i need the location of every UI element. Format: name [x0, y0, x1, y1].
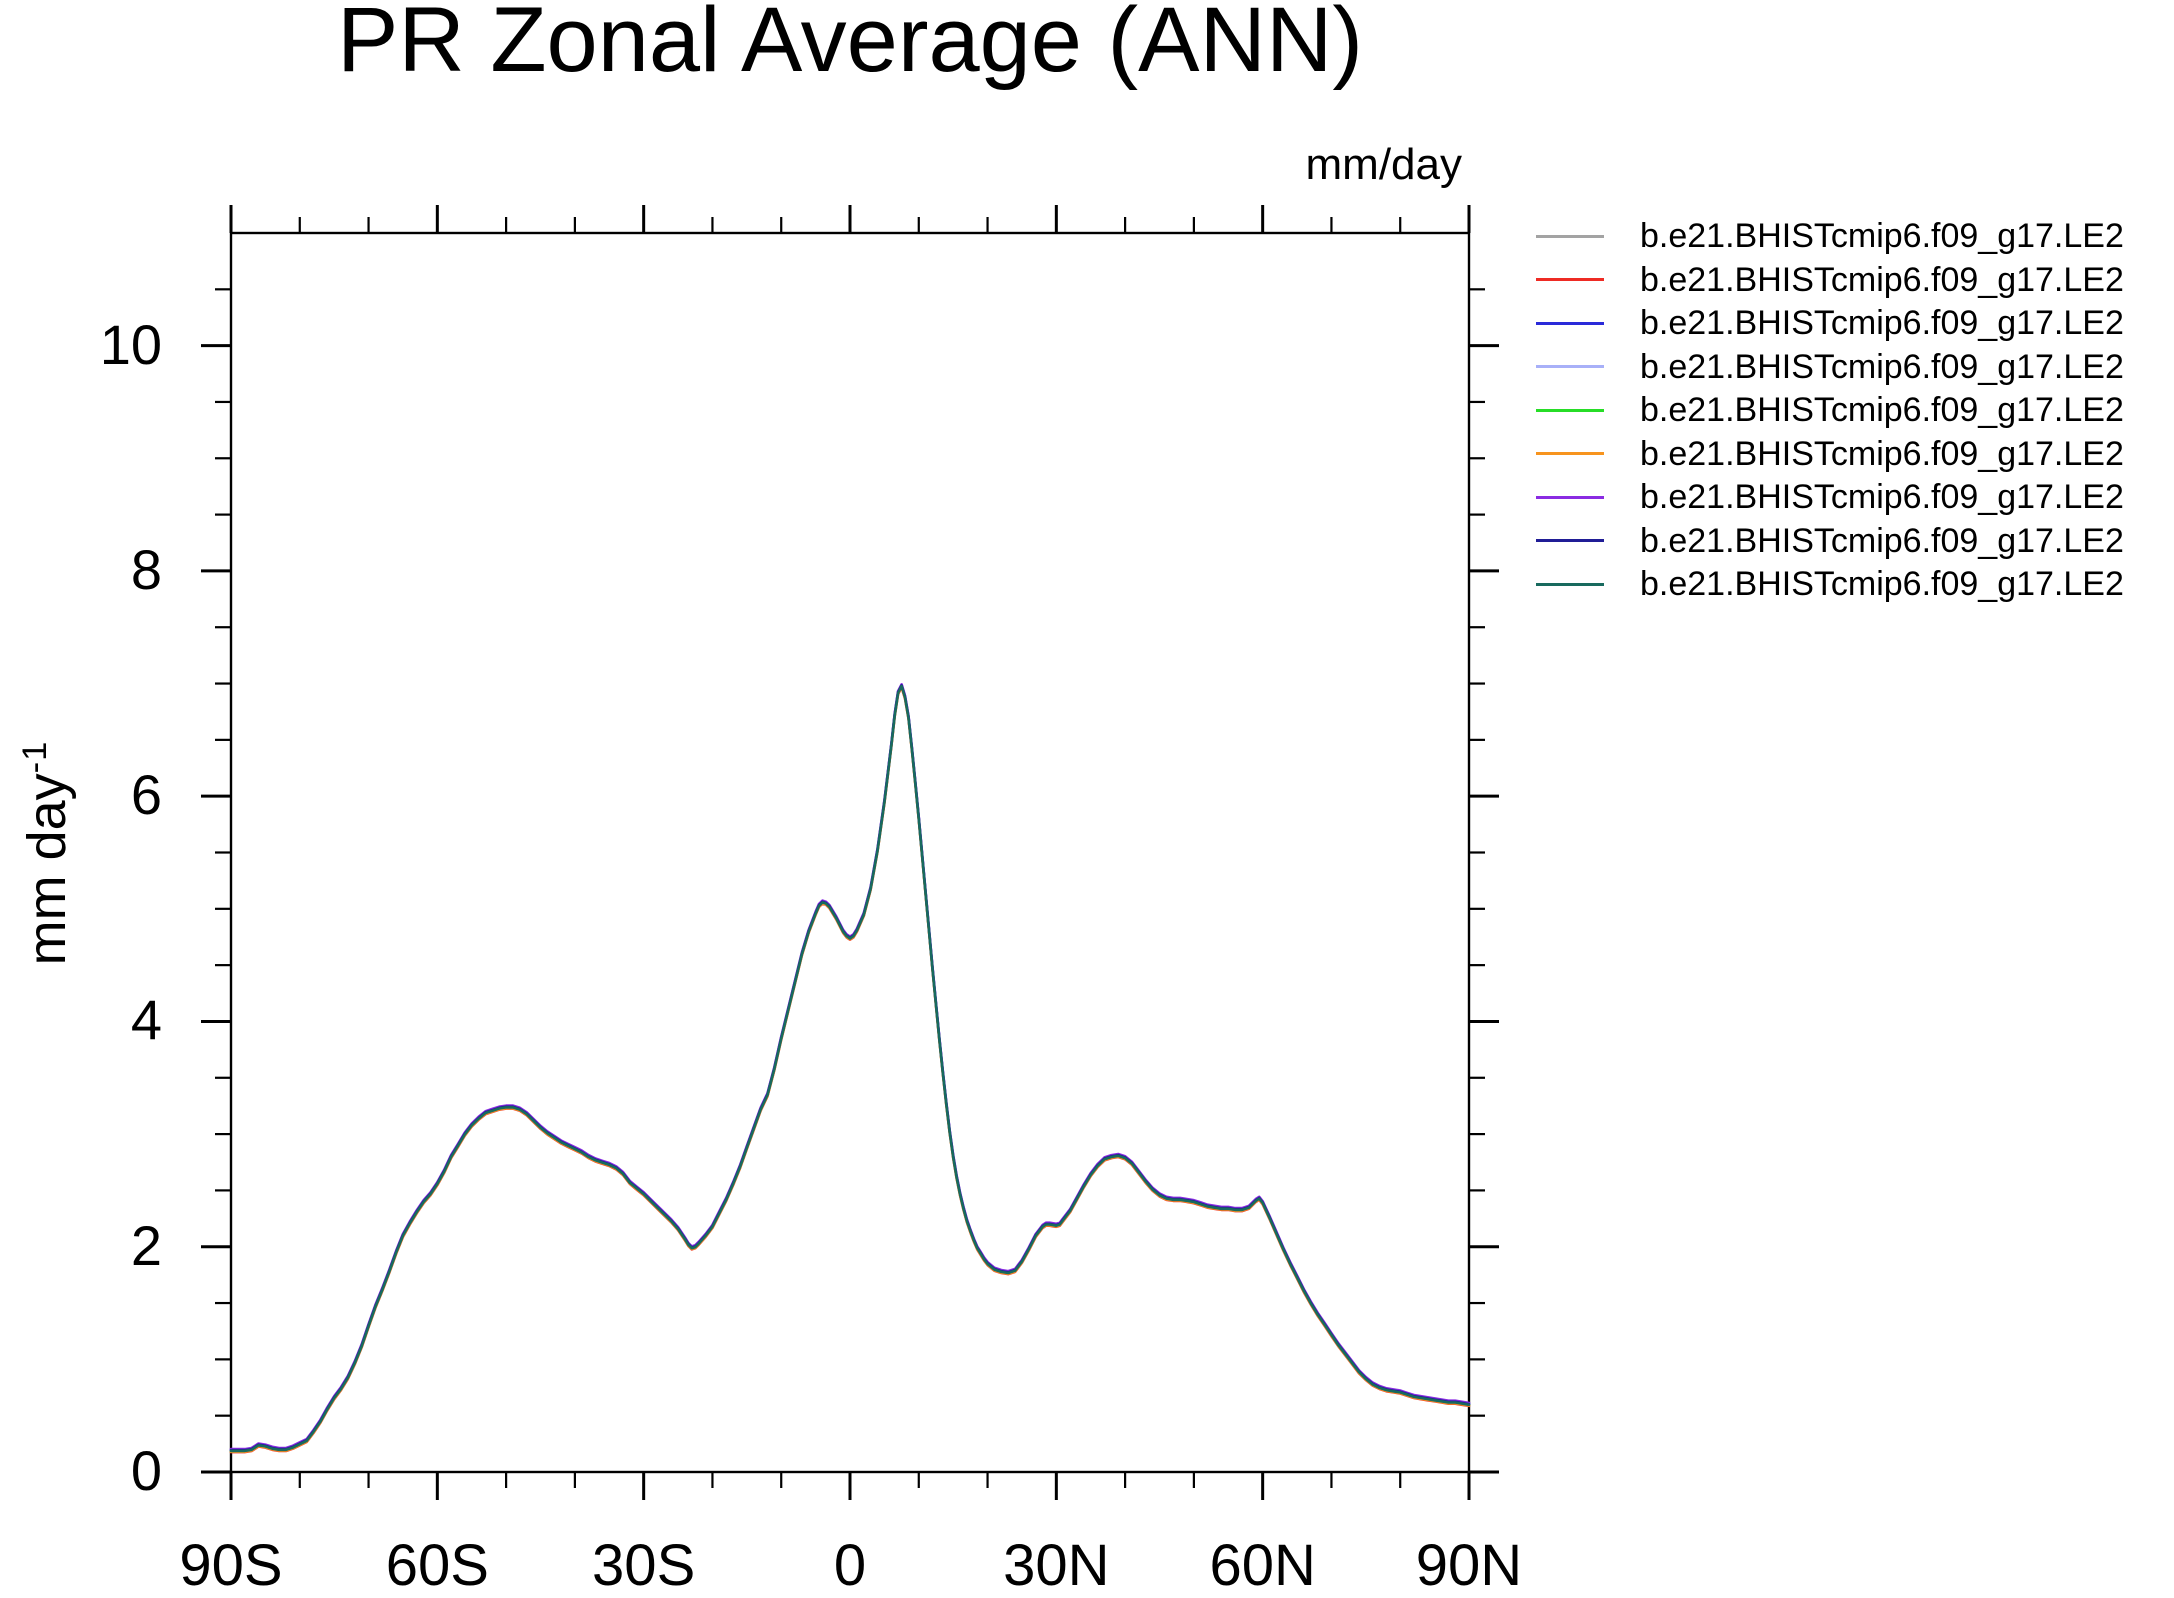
ensemble-member-curve	[229, 686, 1471, 1454]
y-tick-label-10: 10	[99, 312, 162, 376]
x-tick-label-90S: 90S	[179, 1533, 283, 1598]
legend-item: b.e21.BHISTcmip6.f09_g17.LE2	[1536, 262, 2124, 298]
legend-line-sample-icon	[1536, 234, 1604, 238]
y-tick-label-0: 0	[130, 1438, 162, 1502]
chart-title: PR Zonal Average (ANN)	[336, 0, 1364, 91]
legend-item: b.e21.BHISTcmip6.f09_g17.LE2	[1536, 349, 2124, 385]
legend-line-sample-icon	[1536, 321, 1604, 325]
y-tick-label-2: 2	[130, 1213, 162, 1277]
ensemble-member-curve	[229, 685, 1471, 1453]
legend-label: b.e21.BHISTcmip6.f09_g17.LE2	[1640, 434, 2124, 473]
ensemble-member-curve	[229, 683, 1471, 1451]
ensemble-member-curve	[229, 683, 1471, 1451]
legend-item: b.e21.BHISTcmip6.f09_g17.LE2	[1536, 566, 2124, 602]
legend-line-sample-icon	[1536, 408, 1604, 412]
legend-label: b.e21.BHISTcmip6.f09_g17.LE2	[1640, 478, 2124, 516]
legend-label: b.e21.BHISTcmip6.f09_g17.LE2	[1640, 304, 2124, 342]
legend-line-sample-icon	[1536, 278, 1604, 281]
legend-line-sample-icon	[1536, 365, 1604, 368]
x-tick-label-30N: 30N	[1003, 1533, 1110, 1598]
x-tick-label-30S: 30S	[592, 1533, 696, 1598]
legend-line-sample-icon	[1536, 582, 1604, 586]
legend-item: b.e21.BHISTcmip6.f09_g17.LE2	[1536, 479, 2124, 515]
legend-label: b.e21.BHISTcmip6.f09_g17.LE2	[1640, 565, 2124, 603]
units-label: mm/day	[1305, 140, 1462, 189]
legend-label: b.e21.BHISTcmip6.f09_g17.LE2	[1640, 347, 2124, 386]
legend-item: b.e21.BHISTcmip6.f09_g17.LE2	[1536, 305, 2124, 341]
x-tick-label-60N: 60N	[1209, 1533, 1316, 1598]
legend-label: b.e21.BHISTcmip6.f09_g17.LE2	[1640, 391, 2124, 429]
legend-item: b.e21.BHISTcmip6.f09_g17.LE2	[1536, 218, 2124, 254]
x-tick-label-0: 0	[833, 1533, 867, 1598]
legend-label: b.e21.BHISTcmip6.f09_g17.LE2	[1640, 217, 2124, 255]
ensemble-member-curve	[229, 684, 1471, 1452]
legend-line-sample-icon	[1536, 495, 1604, 499]
legend-label: b.e21.BHISTcmip6.f09_g17.LE2	[1640, 260, 2124, 299]
legend-item: b.e21.BHISTcmip6.f09_g17.LE2	[1536, 392, 2124, 428]
legend-item: b.e21.BHISTcmip6.f09_g17.LE2	[1536, 436, 2124, 472]
y-tick-label-8: 8	[130, 537, 162, 601]
legend-line-sample-icon	[1536, 452, 1604, 455]
legend-line-sample-icon	[1536, 539, 1604, 542]
ensemble-member-curve	[229, 683, 1471, 1452]
legend-label: b.e21.BHISTcmip6.f09_g17.LE2	[1640, 521, 2124, 560]
ensemble-member-curve	[229, 684, 1471, 1452]
ensemble-member-curve	[229, 684, 1471, 1453]
y-tick-label-4: 4	[130, 988, 162, 1052]
legend-item: b.e21.BHISTcmip6.f09_g17.LE2	[1536, 523, 2124, 559]
ensemble-member-curve	[229, 685, 1471, 1453]
y-tick-label-6: 6	[130, 763, 162, 827]
x-tick-label-60S: 60S	[385, 1533, 489, 1598]
x-tick-label-90N: 90N	[1415, 1533, 1523, 1598]
plot-frame	[229, 231, 1471, 1474]
